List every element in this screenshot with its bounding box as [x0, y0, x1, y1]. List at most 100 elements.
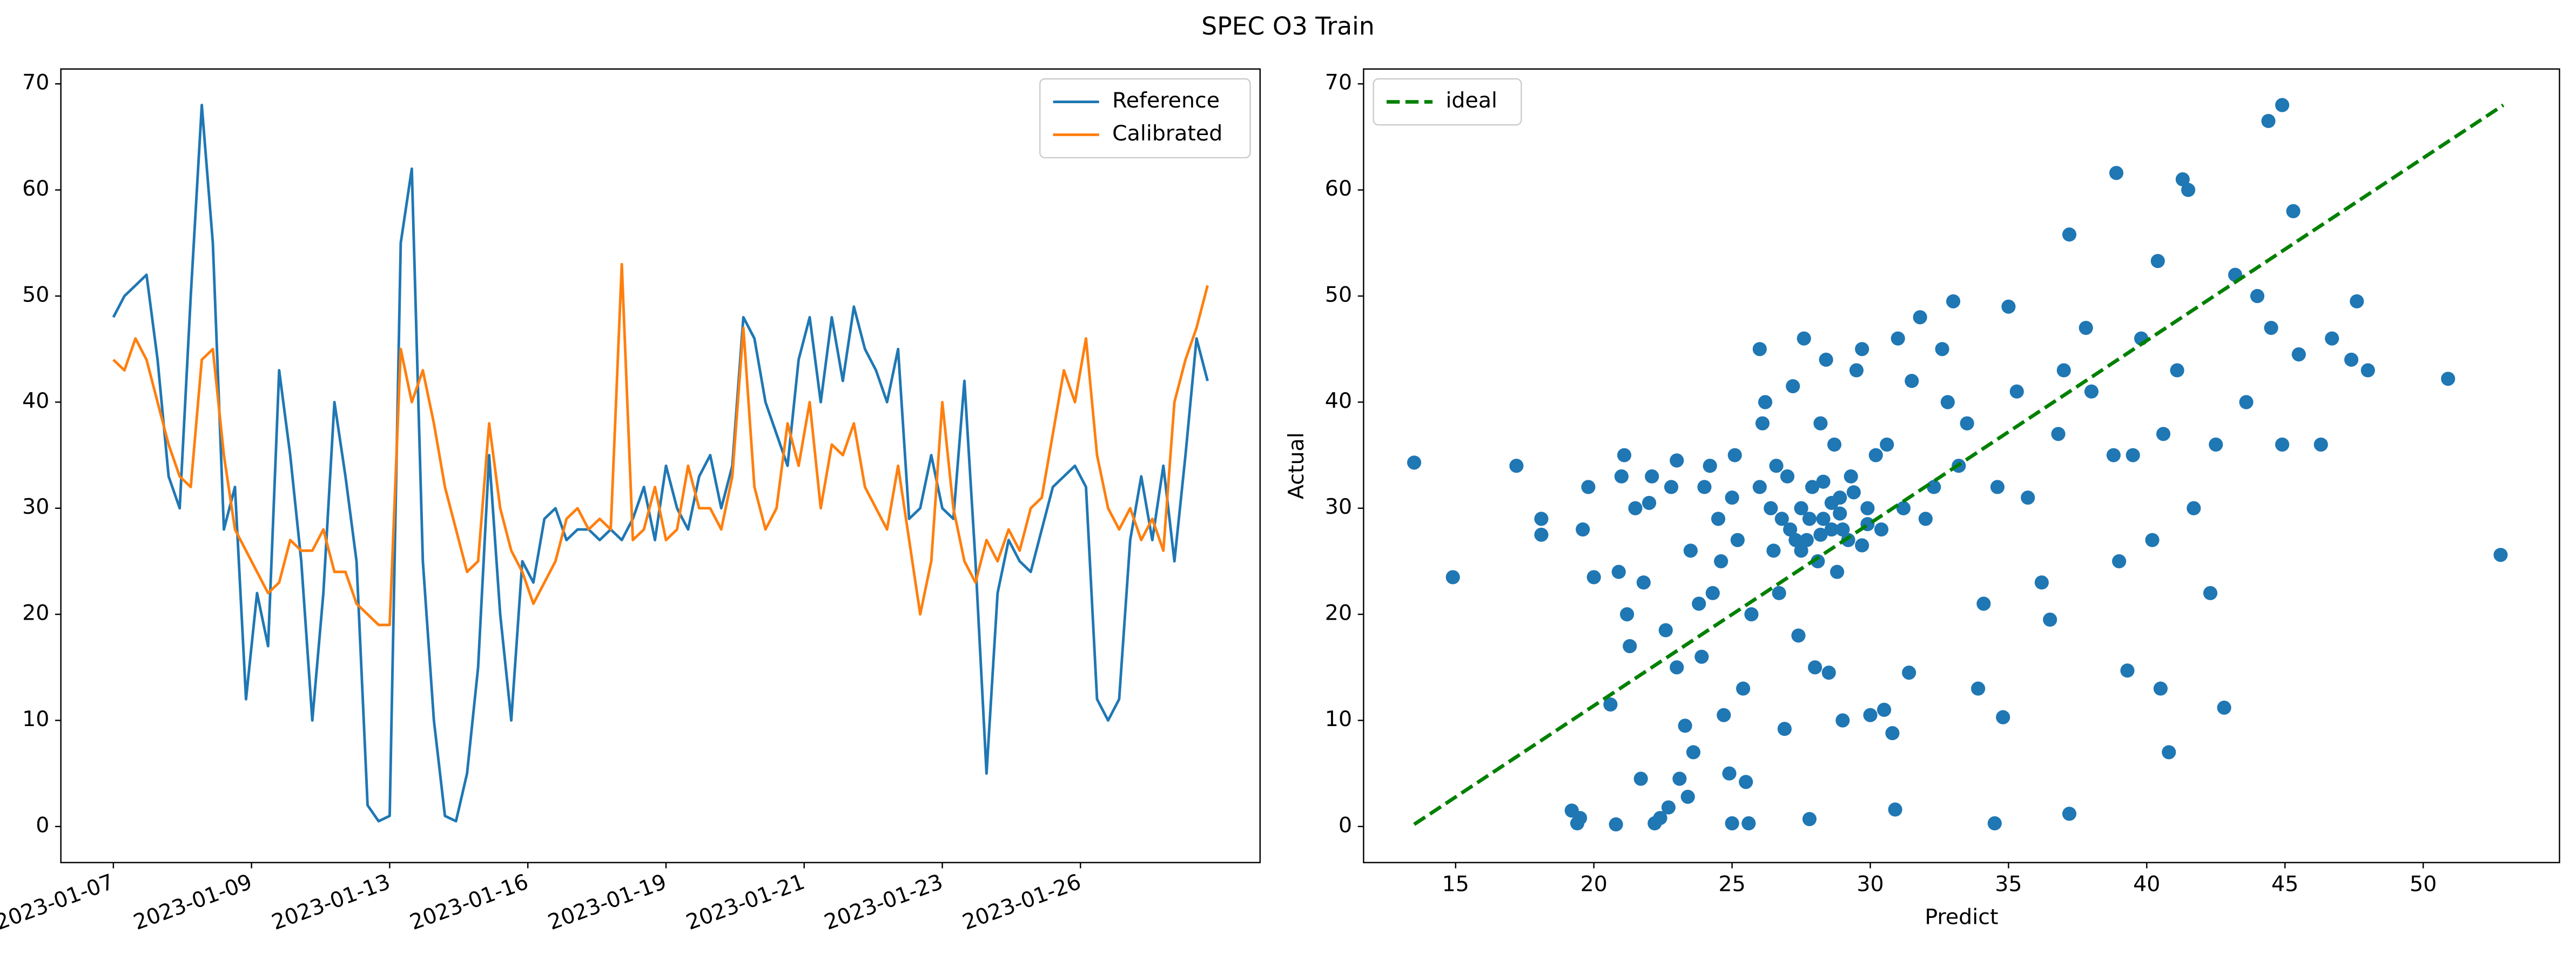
scatter-point — [2261, 113, 2276, 129]
scatter-point — [1445, 570, 1460, 585]
y-tick-label: 60 — [1325, 176, 1352, 201]
y-tick-label: 30 — [1325, 494, 1352, 519]
scatter-point — [1880, 437, 1894, 452]
scatter-point — [1603, 697, 1618, 712]
scatter-point — [1741, 816, 1756, 831]
scatter-point — [1835, 522, 1850, 537]
scatter-point — [1752, 342, 1767, 357]
scatter-point — [1725, 816, 1739, 831]
x-tick-label: 30 — [1857, 872, 1884, 897]
scatter-point — [1888, 802, 1902, 817]
scatter-point — [1744, 607, 1759, 622]
scatter-point — [1680, 789, 1695, 804]
scatter-point — [1971, 681, 1986, 696]
scatter-point — [1830, 565, 1845, 579]
scatter-point — [1692, 596, 1706, 611]
scatter-point — [1703, 459, 1717, 473]
y-tick-label: 0 — [36, 813, 49, 837]
scatter-point — [1821, 666, 1836, 680]
series-line — [112, 104, 1209, 823]
scatter-point — [1697, 480, 1712, 494]
y-tick-label: 70 — [1325, 70, 1352, 95]
scatter-point — [1573, 811, 1588, 825]
y-tick-label: 20 — [1325, 601, 1352, 626]
scatter-point — [2187, 501, 2201, 515]
scatter-point — [2043, 612, 2057, 627]
scatter-point — [1628, 501, 1643, 515]
scatter-point — [1827, 437, 1842, 452]
scatter-point — [1799, 533, 1814, 547]
series-line — [1413, 103, 2505, 826]
scatter-point — [2120, 663, 2135, 678]
y-tick-label: 0 — [1339, 813, 1352, 837]
scatter-point — [2051, 427, 2066, 441]
scatter-point — [1905, 374, 1919, 388]
legend-label: Reference — [1112, 88, 1220, 113]
scatter-point — [1813, 527, 1828, 542]
y-tick-label: 10 — [1325, 707, 1352, 731]
scatter-point — [1835, 713, 1850, 728]
scatter-point — [2145, 533, 2160, 547]
y-tick-label: 50 — [22, 282, 49, 307]
scatter-point — [1824, 522, 1839, 537]
scatter-point — [1802, 512, 1817, 526]
scatter-point — [1642, 495, 1657, 511]
series-line — [112, 263, 1209, 627]
scatter-point — [2156, 427, 2171, 441]
x-tick-label: 35 — [1995, 872, 2022, 897]
scatter-point — [1755, 416, 1770, 431]
y-tick-label: 40 — [1325, 388, 1352, 413]
plot-area — [1407, 98, 2508, 832]
scatter-point — [1824, 495, 1839, 511]
scatter-point — [1913, 310, 1927, 325]
scatter-point — [2079, 320, 2093, 335]
scatter-point — [1611, 565, 1626, 579]
scatter-point — [1586, 570, 1601, 585]
x-tick-label: 50 — [2410, 872, 2437, 897]
scatter-point — [1725, 491, 1739, 505]
x-tick-label: 20 — [1580, 872, 1608, 897]
scatter-point — [1877, 702, 1892, 717]
x-axis-label: Predict — [1925, 905, 1998, 930]
axes-frame — [60, 68, 1261, 863]
scatter-point — [1885, 726, 1900, 741]
scatter-point — [2209, 437, 2223, 452]
scatter-point — [1816, 512, 1831, 526]
scatter-point — [2153, 681, 2168, 696]
scatter-point — [1727, 448, 1742, 462]
scatter-point — [1633, 771, 1648, 786]
scatter-point — [2112, 554, 2127, 569]
scatter-point — [1509, 459, 1524, 473]
scatter-point — [2239, 395, 2254, 409]
scatter-point — [1996, 710, 2010, 724]
scatter-point — [2264, 320, 2278, 335]
scatter-point — [1620, 607, 1635, 622]
scatter-point — [1849, 363, 1864, 378]
scatter-point — [2313, 437, 2328, 452]
scatter-point — [2001, 299, 2016, 314]
scatter-point — [1780, 469, 1795, 484]
scatter-point — [1769, 459, 1784, 473]
scatter-point — [2126, 448, 2140, 462]
scatter-point — [2106, 448, 2121, 462]
scatter-point — [1819, 352, 1833, 367]
scatter-point — [2150, 254, 2165, 268]
scatter-point — [1855, 342, 1869, 357]
panel: 0 10 20 30 40 50 60 70 15 20 25 30 35 40 45 50 Predict Ac… — [1284, 68, 2560, 930]
x-tick-label: 45 — [2271, 872, 2298, 897]
scatter-point — [1664, 480, 1679, 494]
scatter-point — [1739, 775, 1753, 789]
x-tick-label: 15 — [1442, 872, 1469, 897]
scatter-point — [1802, 812, 1817, 827]
scatter-point — [2009, 384, 2024, 399]
scatter-point — [1868, 448, 1883, 462]
scatter-point — [1976, 596, 1991, 611]
scatter-point — [1678, 719, 1692, 733]
scatter-point — [1534, 512, 1549, 526]
y-tick-label: 20 — [22, 601, 49, 626]
scatter-point — [1614, 469, 1629, 484]
legend-label: Calibrated — [1112, 121, 1222, 146]
scatter-point — [2181, 183, 2196, 197]
